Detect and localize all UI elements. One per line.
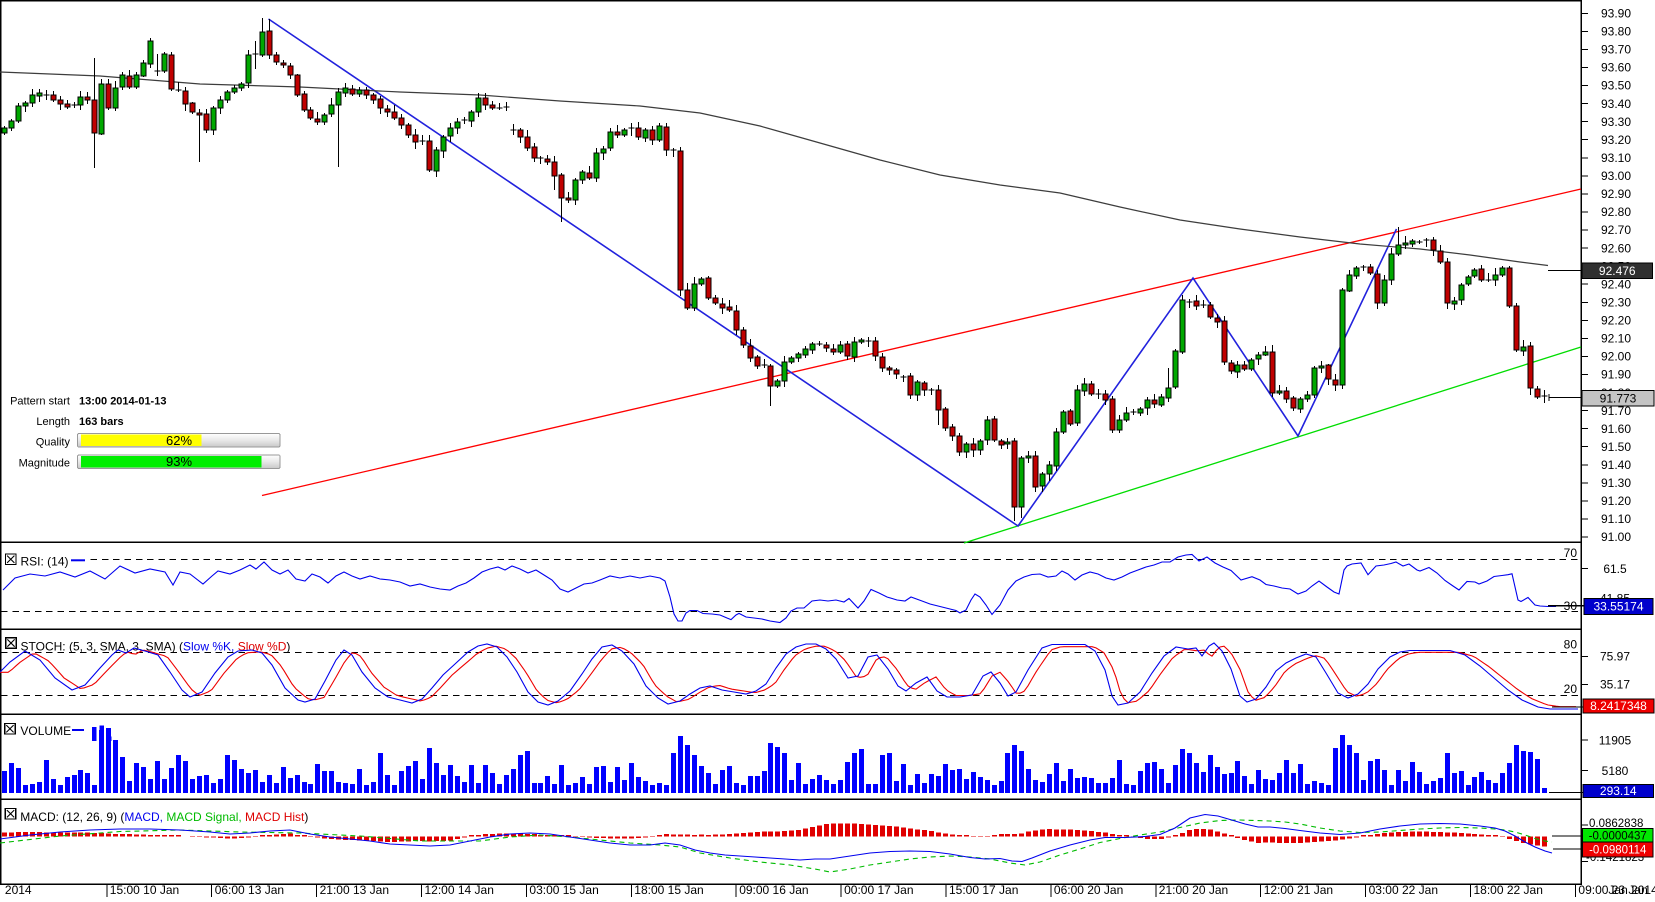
svg-text:293.14: 293.14 xyxy=(1600,784,1637,798)
svg-text:93.40: 93.40 xyxy=(1601,97,1631,111)
svg-text:15:00 10 Jan: 15:00 10 Jan xyxy=(110,883,179,897)
svg-text:00:00 17 Jan: 00:00 17 Jan xyxy=(844,883,913,897)
svg-text:12:00 14 Jan: 12:00 14 Jan xyxy=(425,883,494,897)
svg-text:Pattern start: Pattern start xyxy=(10,396,70,408)
svg-text:12:00 21 Jan: 12:00 21 Jan xyxy=(1264,883,1333,897)
svg-text:92.10: 92.10 xyxy=(1601,332,1631,346)
svg-text:21:00 13 Jan: 21:00 13 Jan xyxy=(320,883,389,897)
svg-text:70: 70 xyxy=(1564,546,1578,560)
svg-text:93.70: 93.70 xyxy=(1601,43,1631,57)
svg-text:Length: Length xyxy=(36,416,70,428)
svg-text:11905: 11905 xyxy=(1599,734,1632,748)
svg-text:93%: 93% xyxy=(166,454,192,469)
svg-text:15:00 17 Jan: 15:00 17 Jan xyxy=(949,883,1018,897)
svg-text:92.60: 92.60 xyxy=(1601,241,1631,255)
svg-text:92.30: 92.30 xyxy=(1601,296,1631,310)
svg-text:80: 80 xyxy=(1564,638,1578,652)
svg-text:06:00 13 Jan: 06:00 13 Jan xyxy=(215,883,284,897)
svg-text:91.50: 91.50 xyxy=(1601,440,1631,454)
svg-text:92.40: 92.40 xyxy=(1601,277,1631,291)
svg-text:VOLUME: VOLUME xyxy=(20,724,71,738)
svg-text:93.20: 93.20 xyxy=(1601,133,1631,147)
svg-text:Jan 2014: Jan 2014 xyxy=(1608,883,1655,897)
svg-text:93.10: 93.10 xyxy=(1601,151,1631,165)
svg-text:92.90: 92.90 xyxy=(1601,187,1631,201)
svg-text:18:00 15 Jan: 18:00 15 Jan xyxy=(634,883,703,897)
svg-text:61.5: 61.5 xyxy=(1603,562,1627,576)
svg-text:18:00 22 Jan: 18:00 22 Jan xyxy=(1474,883,1543,897)
svg-text:91.20: 91.20 xyxy=(1601,494,1631,508)
svg-text:91.10: 91.10 xyxy=(1601,512,1631,526)
svg-text:09:00 16 Jan: 09:00 16 Jan xyxy=(739,883,808,897)
svg-text:93.60: 93.60 xyxy=(1601,61,1631,75)
svg-text:13:00 2014-01-13: 13:00 2014-01-13 xyxy=(79,396,166,408)
svg-text:92.80: 92.80 xyxy=(1601,205,1631,219)
svg-text:Magnitude: Magnitude xyxy=(19,458,70,470)
svg-text:33.55174: 33.55174 xyxy=(1593,600,1643,614)
svg-text:93.30: 93.30 xyxy=(1601,115,1631,129)
svg-text:06:00 20 Jan: 06:00 20 Jan xyxy=(1054,883,1123,897)
svg-text:91.60: 91.60 xyxy=(1601,422,1631,436)
svg-text:35.17: 35.17 xyxy=(1600,678,1630,692)
svg-text:91.40: 91.40 xyxy=(1601,458,1631,472)
svg-text:03:00 15 Jan: 03:00 15 Jan xyxy=(529,883,598,897)
svg-text:93.50: 93.50 xyxy=(1601,79,1631,93)
svg-text:163 bars: 163 bars xyxy=(79,416,124,428)
svg-text:75.97: 75.97 xyxy=(1600,650,1630,664)
svg-text:MACD: (12, 26, 9) (MACD, MACD: MACD: (12, 26, 9) (MACD, MACD Signal, MA… xyxy=(20,810,308,824)
svg-text:92.20: 92.20 xyxy=(1601,314,1631,328)
svg-text:92.70: 92.70 xyxy=(1601,223,1631,237)
svg-text:91.773: 91.773 xyxy=(1600,391,1637,405)
svg-text:03:00 22 Jan: 03:00 22 Jan xyxy=(1369,883,1438,897)
svg-text:Quality: Quality xyxy=(36,437,71,449)
svg-text:93.80: 93.80 xyxy=(1601,25,1631,39)
svg-text:-0.0980114: -0.0980114 xyxy=(1589,845,1647,857)
svg-text:93.00: 93.00 xyxy=(1601,169,1631,183)
svg-text:5180: 5180 xyxy=(1602,764,1629,778)
svg-text:21:00 20 Jan: 21:00 20 Jan xyxy=(1159,883,1228,897)
svg-text:2014: 2014 xyxy=(5,883,32,897)
svg-text:92.00: 92.00 xyxy=(1601,350,1631,364)
svg-text:8.2417348: 8.2417348 xyxy=(1590,699,1647,713)
svg-text:62%: 62% xyxy=(166,433,192,448)
svg-text:91.90: 91.90 xyxy=(1601,368,1631,382)
svg-text:20: 20 xyxy=(1564,682,1578,696)
svg-text:-0.0000437: -0.0000437 xyxy=(1589,831,1647,843)
svg-text:RSI: (14): RSI: (14) xyxy=(21,555,69,569)
svg-text:91.30: 91.30 xyxy=(1601,476,1631,490)
svg-text:STOCH: (5, 3, SMA, 3, SMA) (Sl: STOCH: (5, 3, SMA, 3, SMA) (Slow %K, Slo… xyxy=(21,639,291,653)
svg-text:92.476: 92.476 xyxy=(1599,264,1636,278)
svg-text:93.90: 93.90 xyxy=(1601,7,1631,21)
svg-text:91.00: 91.00 xyxy=(1601,530,1631,544)
